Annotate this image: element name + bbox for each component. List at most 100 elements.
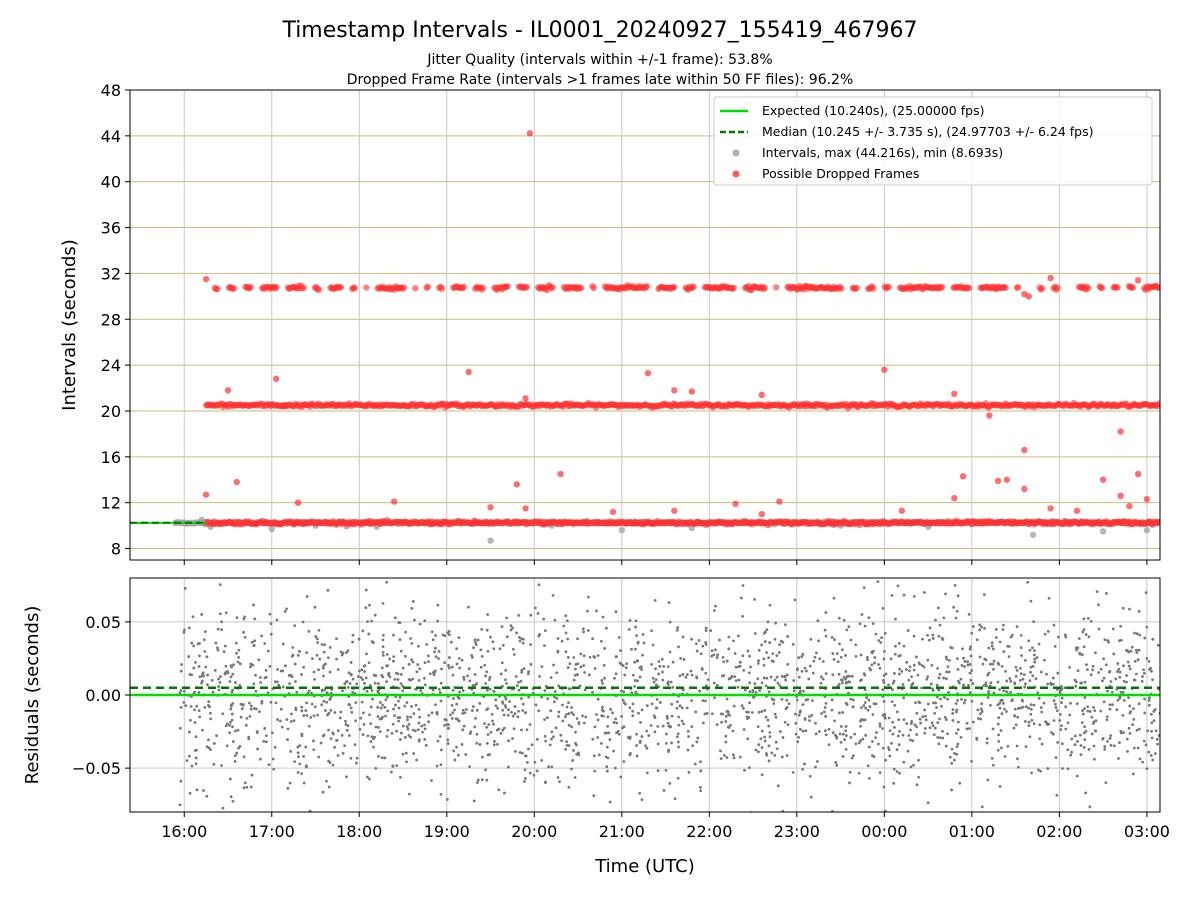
residual-point [768,691,771,694]
residual-point [250,708,253,711]
residual-point [501,661,504,664]
residual-point [323,734,326,737]
residual-point [913,664,916,667]
dropped-frame-point [439,285,445,291]
residual-point [992,728,995,731]
residual-point [957,668,960,671]
residual-point [1043,702,1046,705]
residual-point [913,635,916,638]
residual-point [860,718,863,721]
residual-point [1023,673,1026,676]
residual-point [583,671,586,674]
residual-point [179,689,182,692]
dropped-frame-point [1002,285,1008,291]
residual-point [748,690,751,693]
residual-point [637,712,640,715]
dropped-frame-point [1117,493,1123,499]
residual-point [582,627,585,630]
residual-point [744,689,747,692]
residual-point [537,612,540,615]
residual-point [506,635,509,638]
residual-point [330,737,333,740]
residual-point [641,654,644,657]
residual-point [549,709,552,712]
residual-point [662,725,665,728]
residual-point [603,647,606,650]
residual-point [721,675,724,678]
residual-point [584,716,587,719]
residual-point [855,655,858,658]
residual-point [1143,698,1146,701]
residual-point [182,701,185,704]
residual-point [305,701,308,704]
residual-point [220,628,223,631]
residual-point [661,658,664,661]
residual-point [227,672,230,675]
residual-point [415,704,418,707]
residual-point [980,626,983,629]
dropped-frame-point [203,276,209,282]
residual-point [538,675,541,678]
residual-point [986,737,989,740]
residual-point [558,780,561,783]
residual-point [641,735,644,738]
residual-point [522,703,525,706]
residual-point [749,665,752,668]
residual-point [775,741,778,744]
dropped-frame-point [514,481,520,487]
residual-point [1064,636,1067,639]
residual-point [767,744,770,747]
residual-point [471,709,474,712]
residual-point [366,734,369,737]
residual-point [1086,705,1089,708]
residual-point [831,673,834,676]
residual-point [903,594,906,597]
residual-point [374,682,377,685]
residual-point [602,616,605,619]
residual-point [838,643,841,646]
residual-point [615,731,618,734]
dropped-frame-point [1047,275,1053,281]
residual-point [1060,724,1063,727]
residual-point [655,706,658,709]
residual-point [809,665,812,668]
interval-point [619,527,625,533]
residual-point [1141,761,1144,764]
residual-point [1119,671,1122,674]
residual-point [189,673,192,676]
residual-point [1137,658,1140,661]
residual-point [997,723,1000,726]
dropped-frame-point [732,501,738,507]
residual-point [704,641,707,644]
residual-point [355,762,358,765]
residual-point [572,749,575,752]
residual-point [699,786,702,789]
residual-point [748,701,751,704]
residual-point [430,779,433,782]
residual-point [883,700,886,703]
residual-point [921,664,924,667]
residual-point [1145,626,1148,629]
residual-point [589,656,592,659]
residual-point [684,676,687,679]
residual-point [404,736,407,739]
residual-point [905,722,908,725]
residual-point [607,731,610,734]
residual-point [284,664,287,667]
residual-point [911,739,914,742]
residual-point [1008,677,1011,680]
interval-point [1144,527,1150,533]
residual-point [985,659,988,662]
residual-point [918,701,921,704]
residual-point [766,677,769,680]
residual-point [970,669,973,672]
residual-point [1074,743,1077,746]
residual-point [1102,657,1105,660]
residual-point [1045,673,1048,676]
residual-point [1143,672,1146,675]
residual-point [1013,727,1016,730]
dropped-frame-point [966,285,972,291]
dropped-frame-point [1021,291,1027,297]
